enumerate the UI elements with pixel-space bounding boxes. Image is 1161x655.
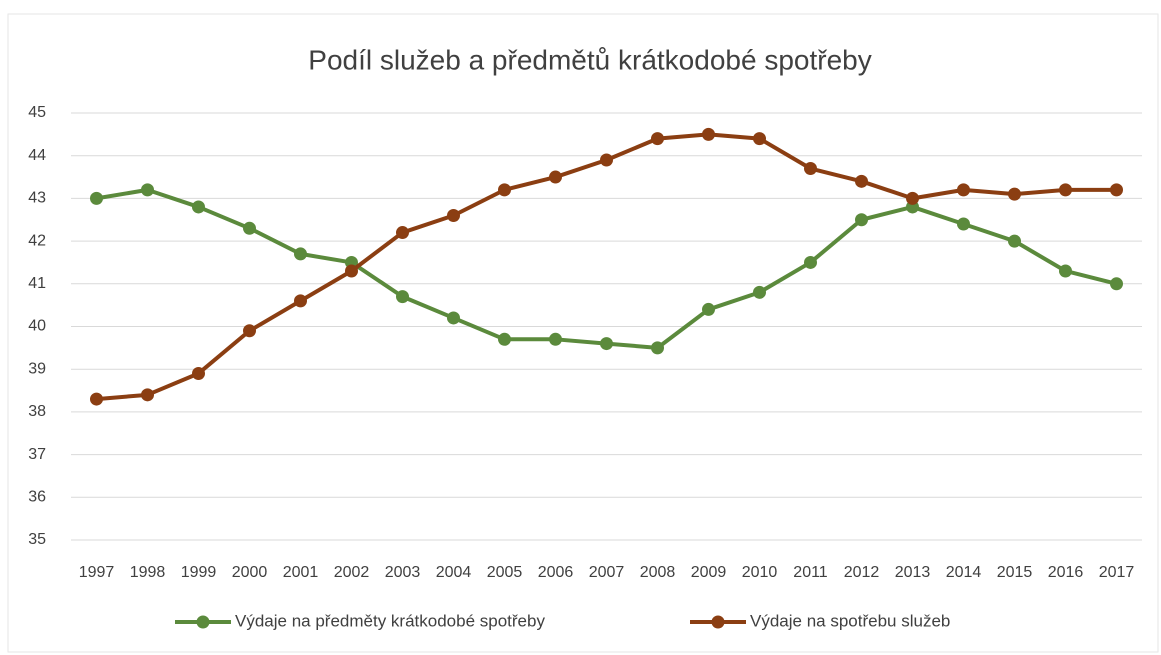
data-point bbox=[447, 311, 460, 325]
chart-frame bbox=[7, 13, 1159, 653]
data-point bbox=[90, 191, 103, 205]
data-point bbox=[141, 183, 154, 197]
legend-label: Výdaje na spotřebu služeb bbox=[750, 611, 950, 630]
data-point bbox=[243, 221, 256, 235]
data-point bbox=[804, 162, 817, 176]
x-tick-label: 1998 bbox=[130, 564, 166, 581]
data-point bbox=[651, 132, 664, 146]
data-point bbox=[600, 153, 613, 167]
x-tick-label: 2010 bbox=[742, 564, 778, 581]
data-point bbox=[1110, 277, 1123, 291]
x-tick-label: 2012 bbox=[844, 564, 880, 581]
data-point bbox=[90, 392, 103, 406]
data-point bbox=[855, 213, 868, 227]
x-tick-label: 2002 bbox=[334, 564, 370, 581]
data-point bbox=[498, 183, 511, 197]
chart-title: Podíl služeb a předmětů krátkodobé spotř… bbox=[308, 44, 871, 75]
data-point bbox=[702, 127, 715, 141]
data-point bbox=[957, 217, 970, 231]
x-tick-label: 2005 bbox=[487, 564, 523, 581]
y-tick-label: 43 bbox=[28, 190, 46, 207]
x-tick-label: 1999 bbox=[181, 564, 217, 581]
y-tick-label: 42 bbox=[28, 232, 46, 249]
y-tick-label: 40 bbox=[28, 318, 46, 335]
data-point bbox=[906, 191, 919, 205]
data-point bbox=[1110, 183, 1123, 197]
data-point bbox=[1008, 187, 1021, 201]
data-point bbox=[345, 264, 358, 278]
data-point bbox=[498, 332, 511, 346]
x-tick-label: 2008 bbox=[640, 564, 676, 581]
y-tick-label: 38 bbox=[28, 403, 46, 420]
data-point bbox=[192, 366, 205, 380]
legend-label: Výdaje na předměty krátkodobé spotřeby bbox=[235, 611, 545, 630]
data-point bbox=[396, 226, 409, 240]
y-tick-label: 41 bbox=[28, 275, 46, 292]
x-tick-label: 2000 bbox=[232, 564, 268, 581]
data-point bbox=[1008, 234, 1021, 248]
y-tick-label: 35 bbox=[28, 531, 46, 548]
x-tick-label: 2009 bbox=[691, 564, 727, 581]
data-point bbox=[141, 388, 154, 402]
y-tick-label: 37 bbox=[28, 446, 46, 463]
y-tick-label: 44 bbox=[28, 147, 46, 164]
x-tick-label: 2015 bbox=[997, 564, 1033, 581]
x-tick-label: 2006 bbox=[538, 564, 574, 581]
x-tick-label: 2014 bbox=[946, 564, 982, 581]
data-point bbox=[447, 208, 460, 222]
data-point bbox=[753, 132, 766, 146]
data-point bbox=[192, 200, 205, 214]
data-point bbox=[396, 290, 409, 304]
y-tick-label: 39 bbox=[28, 360, 46, 377]
x-tick-label: 1997 bbox=[79, 564, 115, 581]
x-tick-label: 2004 bbox=[436, 564, 472, 581]
data-point bbox=[243, 324, 256, 338]
x-tick-label: 2011 bbox=[793, 564, 828, 581]
data-point bbox=[855, 174, 868, 188]
y-tick-label: 45 bbox=[28, 104, 46, 121]
data-point bbox=[1059, 264, 1072, 278]
legend-marker bbox=[196, 615, 210, 629]
data-point bbox=[1059, 183, 1072, 197]
data-point bbox=[804, 255, 817, 269]
x-tick-label: 2017 bbox=[1099, 564, 1135, 581]
data-point bbox=[294, 247, 307, 261]
x-tick-label: 2001 bbox=[283, 564, 319, 581]
y-tick-label: 36 bbox=[28, 489, 46, 506]
data-point bbox=[549, 170, 562, 184]
x-tick-label: 2003 bbox=[385, 564, 421, 581]
data-point bbox=[549, 332, 562, 346]
data-point bbox=[753, 285, 766, 299]
data-point bbox=[600, 337, 613, 351]
data-point bbox=[651, 341, 664, 355]
data-point bbox=[294, 294, 307, 308]
data-point bbox=[702, 302, 715, 316]
x-tick-label: 2016 bbox=[1048, 564, 1084, 581]
data-point bbox=[957, 183, 970, 197]
legend-marker bbox=[711, 615, 725, 629]
x-tick-label: 2013 bbox=[895, 564, 931, 581]
x-tick-label: 2007 bbox=[589, 564, 625, 581]
